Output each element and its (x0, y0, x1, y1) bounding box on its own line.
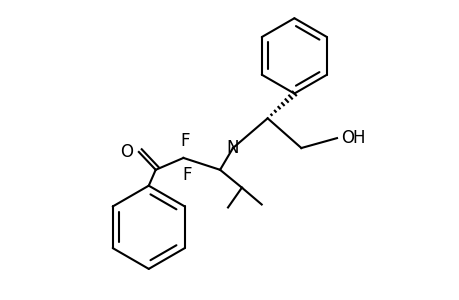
Text: N: N (226, 139, 239, 157)
Text: H: H (352, 129, 364, 147)
Text: F: F (180, 132, 190, 150)
Text: O: O (120, 143, 133, 161)
Text: O: O (340, 129, 353, 147)
Text: F: F (182, 166, 192, 184)
